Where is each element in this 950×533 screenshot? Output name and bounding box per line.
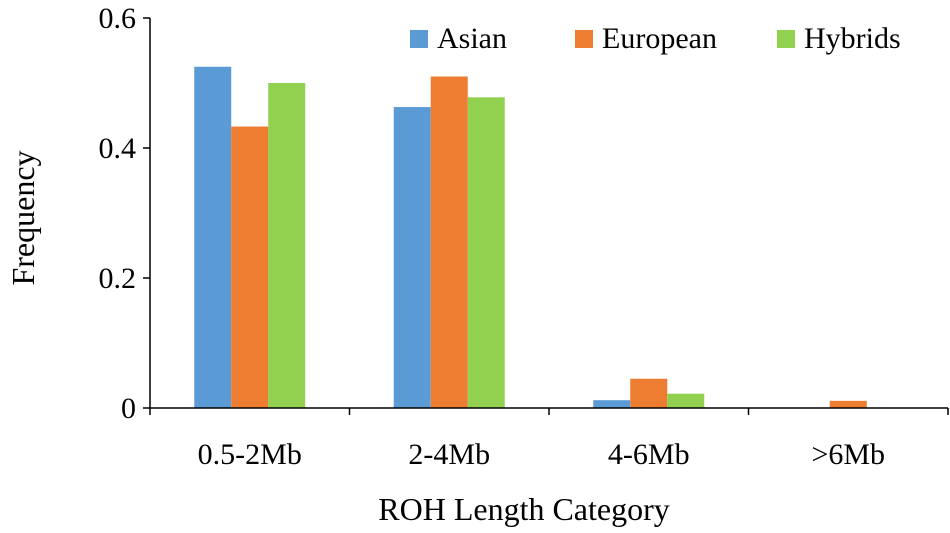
y-tick-label: 0 — [121, 392, 136, 425]
x-tick-label: 0.5-2Mb — [198, 438, 302, 471]
legend-label-european: European — [602, 22, 717, 55]
x-tick-label: 2-4Mb — [408, 438, 490, 471]
bar-hybrids-2 — [667, 393, 705, 408]
x-tick-label: 4-6Mb — [608, 438, 690, 471]
legend-swatch-european — [575, 30, 593, 48]
y-tick-label: 0.4 — [99, 132, 137, 165]
legend-swatch-hybrids — [777, 30, 795, 48]
y-axis-title: Frequency — [5, 150, 41, 285]
bar-asian-2 — [593, 400, 631, 408]
legend-label-hybrids: Hybrids — [804, 22, 901, 55]
bar-european-3 — [829, 400, 867, 408]
bar-asian-1 — [393, 107, 431, 409]
y-tick-label: 0.2 — [99, 262, 137, 295]
y-ticks-group: 0 0.2 0.4 0.6 — [99, 2, 150, 425]
x-axis-title: ROH Length Category — [378, 491, 670, 527]
legend-label-asian: Asian — [437, 22, 507, 55]
bar-hybrids-0 — [268, 83, 306, 408]
x-ticks-group: 0.5-2Mb 2-4Mb 4-6Mb >6Mb — [149, 408, 949, 471]
bar-european-1 — [430, 76, 468, 408]
bars-group — [194, 66, 867, 409]
bar-asian-0 — [194, 66, 232, 408]
x-tick-label: >6Mb — [811, 438, 885, 471]
bar-european-0 — [231, 126, 269, 409]
bar-hybrids-1 — [467, 97, 505, 409]
y-tick-label: 0.6 — [99, 2, 137, 35]
bar-european-2 — [630, 378, 668, 408]
legend: Asian European Hybrids — [410, 22, 901, 55]
legend-swatch-asian — [410, 30, 428, 48]
